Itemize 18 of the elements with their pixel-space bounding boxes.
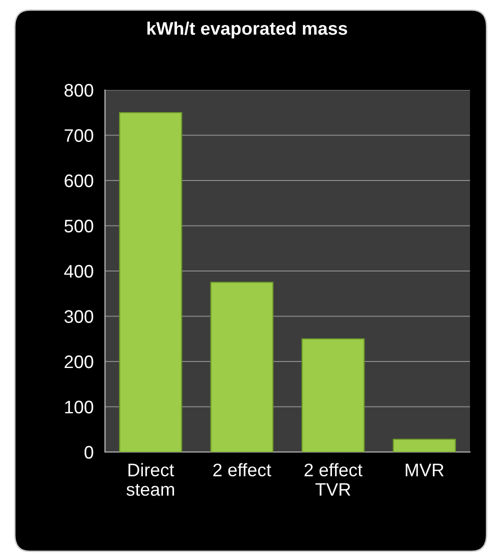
y-tick-label: 0 [84, 446, 94, 459]
y-tick-label: 600 [64, 174, 94, 188]
x-tick-label: 2 effect [213, 463, 272, 476]
bar [119, 112, 182, 452]
bar [210, 282, 274, 452]
bar [302, 338, 365, 452]
y-tick-label: 700 [64, 129, 94, 142]
y-tick-label: 400 [64, 264, 94, 278]
y-tick-label: 800 [64, 84, 94, 97]
x-tick-label: Direct steam [126, 463, 174, 496]
x-tick-label: 2 effect TVR [304, 463, 362, 496]
chart-title: kWh/t evaporated mass [147, 22, 348, 38]
bar [392, 438, 456, 452]
y-tick-label: 500 [64, 220, 94, 232]
y-tick-label: 300 [64, 310, 94, 323]
y-tick-label: 100 [65, 400, 94, 414]
y-tick-label: 200 [64, 355, 94, 368]
x-tick-label: MVR [406, 464, 444, 476]
